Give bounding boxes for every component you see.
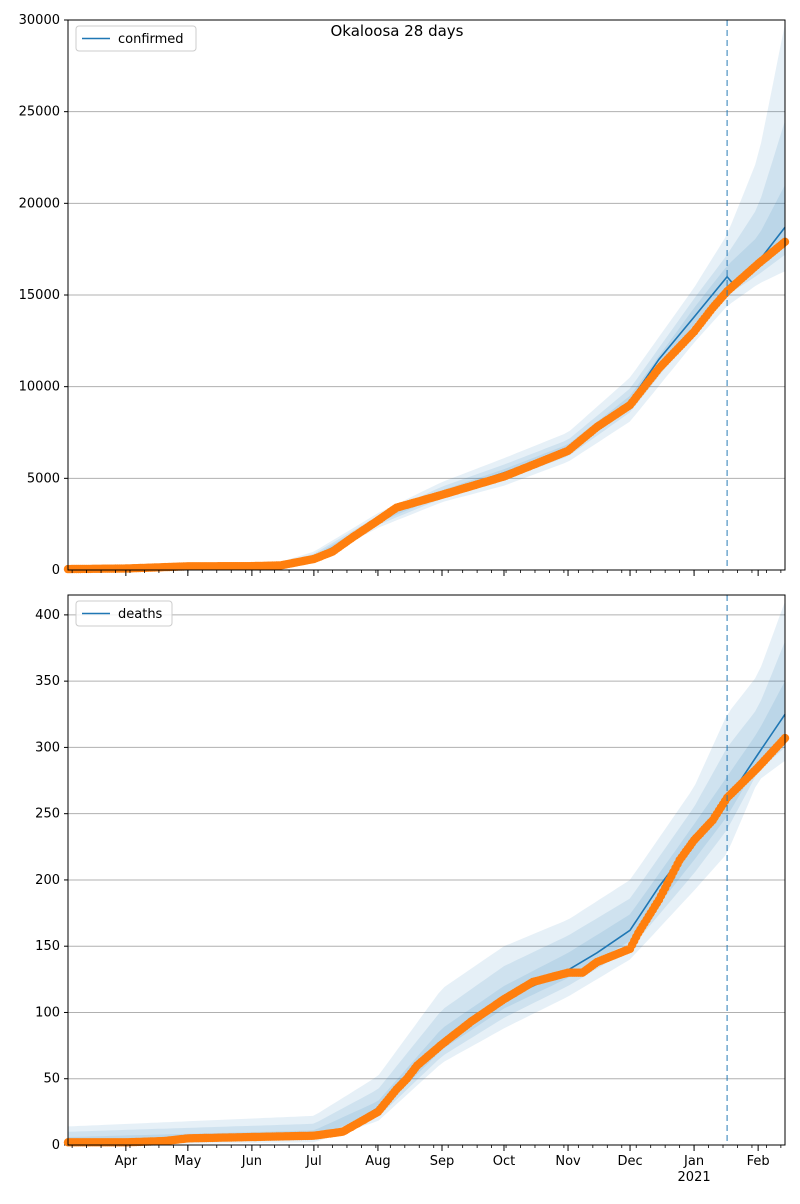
model-line — [67, 713, 786, 1144]
x-tick-label: Aug — [365, 1154, 390, 1169]
x-tick-label: Jan — [683, 1154, 704, 1169]
legend-label: confirmed — [118, 32, 184, 47]
x-tick-label: Jul — [305, 1154, 322, 1169]
band-outer — [68, 23, 785, 570]
x-tick-label: Nov — [555, 1154, 581, 1169]
y-tick-label: 100 — [35, 1005, 60, 1020]
y-tick-label: 30000 — [19, 13, 60, 28]
y-tick-label: 20000 — [19, 196, 60, 211]
legend: confirmed — [75, 25, 197, 52]
y-tick-label: 350 — [35, 674, 60, 689]
band-outer — [68, 601, 785, 1145]
band-middle — [68, 641, 785, 1145]
chart-panel-confirmed: 0 5000 10000 15000 20000 25000 30000 confirmed — [19, 13, 790, 578]
plot-frame — [67, 19, 786, 571]
x-tick-sublabel: 2021 — [678, 1170, 711, 1185]
plot-frame — [67, 594, 786, 1146]
y-tick-label: 150 — [35, 939, 60, 954]
y-tick-label: 50 — [43, 1072, 60, 1087]
band-inner — [68, 185, 785, 570]
x-tick-label: Dec — [617, 1154, 642, 1169]
y-tick-label: 250 — [35, 807, 60, 822]
x-tick-label: Sep — [430, 1154, 455, 1169]
y-tick-label: 25000 — [19, 105, 60, 120]
legend: deaths — [75, 600, 173, 627]
legend-box — [75, 25, 197, 52]
legend-label: deaths — [118, 607, 163, 622]
x-tick-label: Feb — [747, 1154, 770, 1169]
y-tick-label: 10000 — [19, 380, 60, 395]
y-tick-label: 15000 — [19, 288, 60, 303]
y-tick-label: 200 — [35, 873, 60, 888]
model-line — [67, 226, 786, 570]
y-tick-label: 300 — [35, 740, 60, 755]
chart-title: Okaloosa 28 days — [331, 22, 464, 40]
y-tick-label: 0 — [52, 1138, 60, 1153]
y-tick-label: 5000 — [27, 471, 60, 486]
y-tick-label: 400 — [35, 608, 60, 623]
x-tick-label: Apr — [115, 1154, 138, 1169]
chart-panel-deaths: 0 50 100 150 200 250 300 350 400 Apr May Jun Jul Aug S… — [35, 594, 790, 1185]
y-tick-label: 0 — [52, 563, 60, 578]
x-tick-label: May — [174, 1154, 201, 1169]
x-tick-label: Oct — [493, 1154, 515, 1169]
x-tick-label: Jun — [241, 1154, 262, 1169]
legend-box — [75, 600, 173, 627]
